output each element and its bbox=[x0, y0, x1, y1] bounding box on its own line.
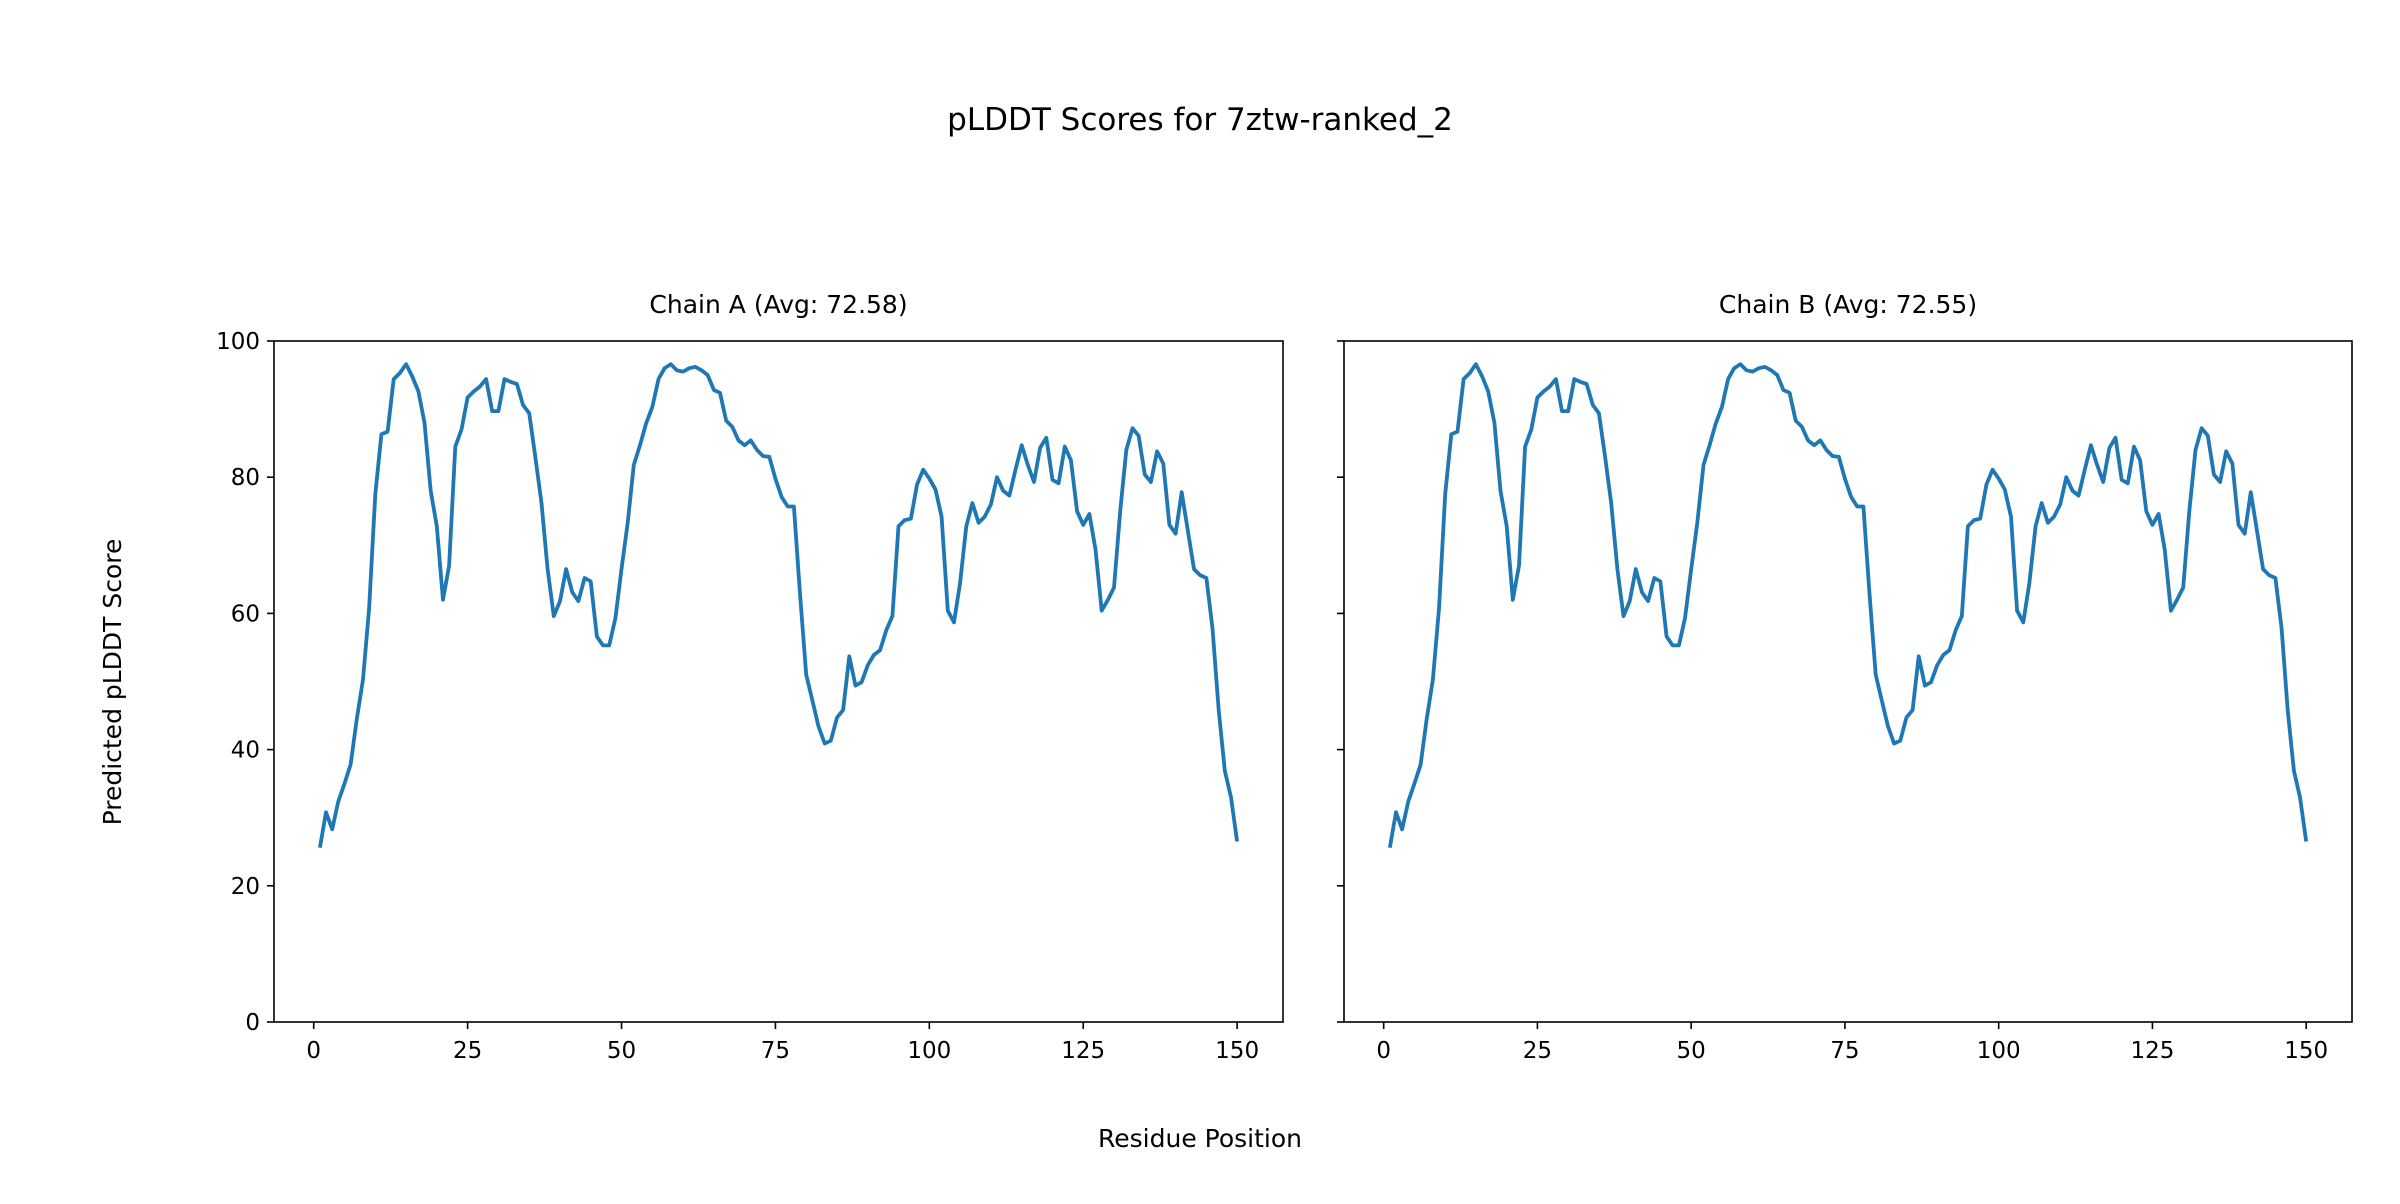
x-tick-label: 150 bbox=[1215, 1038, 1259, 1064]
series-line bbox=[1387, 362, 2309, 849]
y-tick-label: 0 bbox=[245, 1010, 260, 1036]
axes-frame bbox=[1343, 340, 2353, 1023]
x-tick-label: 50 bbox=[1677, 1038, 1706, 1064]
x-tick-label: 100 bbox=[907, 1038, 951, 1064]
x-axis-label: Residue Position bbox=[1098, 1124, 1302, 1153]
x-tick-label: 0 bbox=[1376, 1038, 1391, 1064]
x-tick-label: 25 bbox=[1523, 1038, 1552, 1064]
chart-title: pLDDT Scores for 7ztw-ranked_2 bbox=[947, 102, 1453, 138]
x-tick-label: 0 bbox=[306, 1038, 321, 1064]
panel-title: Chain A (Avg: 72.58) bbox=[649, 290, 907, 319]
x-tick-label: 125 bbox=[2130, 1038, 2174, 1064]
x-tick-label: 150 bbox=[2284, 1038, 2328, 1064]
x-tick-label: 75 bbox=[761, 1038, 790, 1064]
panel-title: Chain B (Avg: 72.55) bbox=[1719, 290, 1977, 319]
y-tick-label: 40 bbox=[231, 738, 260, 764]
panel-chain-b: Chain B (Avg: 72.55) 0 25 50 75 100 125 150 bbox=[1337, 290, 2353, 1064]
y-tick-label: 80 bbox=[231, 465, 260, 491]
x-tick-label: 75 bbox=[1830, 1038, 1859, 1064]
y-tick-label: 20 bbox=[231, 874, 260, 900]
y-axis-label: Predicted pLDDT Score bbox=[98, 539, 127, 826]
x-tick-label: 125 bbox=[1061, 1038, 1105, 1064]
x-tick-label: 25 bbox=[453, 1038, 482, 1064]
panel-chain-a: Chain A (Avg: 72.58) 0 25 50 75 100 125 150 0 20 4… bbox=[216, 290, 1284, 1064]
y-tick-label: 100 bbox=[216, 329, 260, 355]
x-tick-label: 50 bbox=[607, 1038, 636, 1064]
axes-frame bbox=[273, 340, 1284, 1023]
x-tick-label: 100 bbox=[1977, 1038, 2021, 1064]
series-line bbox=[318, 362, 1239, 849]
y-tick-label: 60 bbox=[231, 601, 260, 627]
